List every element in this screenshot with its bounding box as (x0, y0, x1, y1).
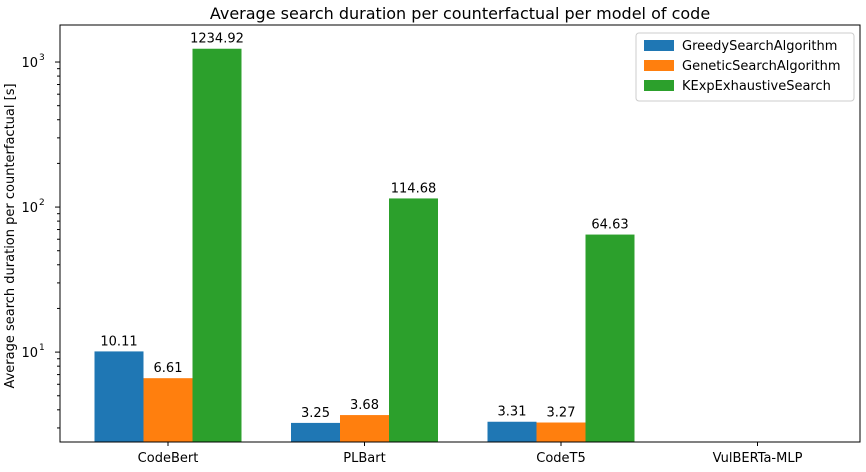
bar (536, 422, 586, 442)
y-tick-label: 10 (21, 346, 38, 361)
x-tick-label: PLBart (343, 451, 385, 466)
bar (192, 48, 242, 443)
bar (94, 351, 144, 442)
bar-value-label: 3.31 (498, 405, 527, 420)
y-tick-label: 10 (21, 56, 38, 71)
y-tick-exponent: 1 (39, 343, 45, 353)
legend-swatch (644, 40, 674, 51)
y-tick-label: 10 (21, 201, 38, 216)
chart-title: Average search duration per counterfactu… (210, 4, 710, 23)
axes-frame (59, 24, 861, 443)
bar (291, 422, 340, 442)
bar-value-label: 1234.92 (190, 32, 244, 47)
x-tick-label: CodeBert (138, 451, 199, 466)
legend-label: KExpExhaustiveSearch (682, 79, 831, 94)
bar (487, 421, 537, 442)
legend-label: GeneticSearchAlgorithm (682, 59, 841, 74)
plot-area: 10.11 3.25 3.31 6.61 3.68 3.27 1234.92 114.68 64… (21, 24, 861, 466)
bar (340, 415, 389, 442)
bar (143, 378, 193, 442)
legend-swatch (644, 60, 674, 71)
bar-value-label: 114.68 (391, 181, 437, 196)
bar-value-label: 3.68 (350, 398, 379, 413)
x-tick-label: VulBERTa-MLP (713, 451, 803, 466)
y-tick-exponent: 3 (39, 53, 45, 63)
bar-value-label: 3.27 (547, 406, 576, 421)
y-axis-label: Average search duration per counterfactu… (3, 83, 18, 388)
legend-label: GreedySearchAlgorithm (682, 39, 837, 54)
x-tick-label: CodeT5 (536, 451, 586, 466)
bar-value-label: 64.63 (591, 218, 628, 233)
bar-value-label: 6.61 (154, 361, 183, 376)
bar-value-label: 10.11 (100, 334, 137, 349)
bar (389, 198, 438, 442)
legend-box (635, 32, 855, 102)
legend: GreedySearchAlgorithm GeneticSearchAlgori… (635, 32, 855, 102)
y-tick-exponent: 2 (39, 198, 45, 208)
bar (585, 234, 635, 442)
legend-swatch (644, 80, 674, 91)
bar-value-label: 3.25 (301, 406, 330, 421)
